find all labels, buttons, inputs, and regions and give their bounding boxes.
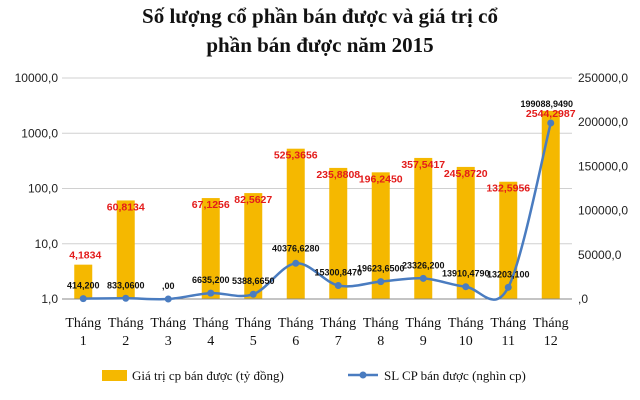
x-tick-number: 11: [502, 334, 515, 349]
line-point: [462, 283, 470, 291]
line-point: [79, 295, 87, 303]
x-tick-label: Tháng: [363, 316, 399, 331]
x-tick-number: 12: [544, 334, 558, 349]
line-data-label: 19623,6500: [357, 264, 405, 274]
x-tick-label: Tháng: [320, 316, 356, 331]
line-data-label: 414,200: [67, 281, 100, 291]
line-data-label: 6635,200: [192, 275, 230, 285]
bar-data-label: 82,5627: [234, 194, 272, 206]
x-tick-number: 6: [292, 334, 299, 349]
right-tick-label: 250000,0: [578, 71, 628, 85]
line-point: [504, 283, 512, 291]
line-series: [79, 119, 555, 303]
bar: [74, 264, 93, 299]
chart-title: Số lượng cổ phần bán được và giá trị cổ …: [0, 2, 640, 60]
line-data-label: 199088,9490: [520, 99, 573, 109]
x-tick-number: 2: [122, 334, 129, 349]
bar: [499, 181, 518, 299]
x-tick-number: 7: [335, 334, 342, 349]
left-tick-label: 10,0: [35, 237, 59, 251]
left-tick-label: 1,0: [41, 292, 58, 306]
right-tick-label: ,0: [578, 292, 588, 306]
x-axis-ticks: Tháng 1 Tháng 2 Tháng 3 Tháng 4 Tháng 5 Tháng 6 Thán…: [65, 316, 568, 349]
line-point: [249, 290, 257, 298]
x-tick-number: 1: [80, 334, 87, 349]
legend-bar-label: Giá trị cp bán được (tỷ đồng): [132, 368, 284, 383]
line-data-label: ,00: [162, 281, 175, 291]
right-axis-ticks: ,0 50000,0 100000,0 150000,0 200000,0 250000,…: [578, 71, 628, 306]
line-point: [207, 289, 215, 297]
line-data-label: 23326,200: [402, 260, 445, 270]
bar: [371, 172, 390, 299]
line-point: [377, 278, 385, 286]
line-data-labels: 414,200 833,0600 ,00 6635,200 5388,6650 40376…: [67, 99, 573, 291]
line-data-label: 5388,6650: [232, 276, 275, 286]
x-tick-number: 8: [377, 334, 384, 349]
bar-data-label: 60,8134: [107, 201, 145, 213]
x-tick-label: Tháng: [448, 316, 484, 331]
line-point: [292, 259, 300, 267]
bar: [541, 110, 560, 299]
bar: [116, 200, 135, 299]
x-tick-label: Tháng: [533, 316, 569, 331]
bar-data-label: 132,5956: [486, 183, 530, 195]
line-data-label: 40376,6280: [272, 243, 320, 253]
bar-data-label: 4,1834: [69, 250, 101, 262]
bar-data-label: 235,8808: [316, 169, 360, 181]
x-tick-number: 9: [420, 334, 427, 349]
bar-data-label: 67,1256: [192, 199, 230, 211]
right-tick-label: 200000,0: [578, 115, 628, 129]
line-data-label: 13910,4790: [442, 269, 490, 279]
chart-title-line-1: Số lượng cổ phần bán được và giá trị cổ: [142, 4, 498, 28]
line-point: [164, 295, 172, 303]
x-tick-number: 3: [165, 334, 172, 349]
legend-line-label: SL CP bán được (nghìn cp): [384, 368, 526, 383]
x-tick-number: 5: [250, 334, 257, 349]
bar: [286, 148, 305, 299]
chart-title-line-2: phần bán được năm 2015: [206, 33, 434, 57]
x-tick-label: Tháng: [278, 316, 314, 331]
legend-bar-swatch: [102, 370, 127, 381]
x-tick-label: Tháng: [108, 316, 144, 331]
bar: [329, 167, 348, 299]
legend-line-marker: [359, 371, 367, 379]
line-point: [419, 274, 427, 282]
right-tick-label: 50000,0: [578, 248, 622, 262]
left-tick-label: 10000,0: [15, 71, 59, 85]
x-tick-label: Tháng: [235, 316, 271, 331]
bar-data-label: 525,3656: [274, 150, 318, 162]
line-data-label: 15300,8470: [314, 267, 362, 277]
gridlines: [62, 77, 572, 245]
bar: [414, 157, 433, 299]
bar-data-label: 357,5417: [401, 159, 445, 171]
line-point: [334, 281, 342, 289]
right-tick-label: 150000,0: [578, 159, 628, 173]
bar: [201, 198, 220, 299]
bar-data-labels: 4,1834 60,8134 67,1256 82,5627 525,3656 235,8…: [69, 108, 576, 262]
right-tick-label: 100000,0: [578, 204, 628, 218]
bar-data-label: 2544,2987: [526, 108, 576, 120]
x-tick-number: 4: [207, 334, 214, 349]
left-tick-label: 1000,0: [21, 126, 58, 140]
left-axis-ticks: 1,0 10,0 100,0 1000,0 10000,0: [15, 71, 59, 306]
line-point: [122, 294, 130, 302]
x-tick-label: Tháng: [193, 316, 229, 331]
bar: [456, 166, 475, 299]
line-data-label: 13203,100: [487, 269, 530, 279]
bar: [244, 193, 263, 299]
x-tick-label: Tháng: [490, 316, 526, 331]
legend: Giá trị cp bán được (tỷ đồng) SL CP bán …: [102, 368, 526, 383]
x-tick-label: Tháng: [405, 316, 441, 331]
left-tick-label: 100,0: [28, 182, 58, 196]
x-tick-number: 10: [459, 334, 473, 349]
line-data-label: 833,0600: [107, 280, 145, 290]
line-point: [547, 119, 555, 127]
bar-series: [74, 110, 560, 299]
x-tick-label: Tháng: [150, 316, 186, 331]
bar-data-label: 196,2450: [359, 173, 403, 185]
x-tick-label: Tháng: [65, 316, 101, 331]
bar-data-label: 245,8720: [444, 168, 488, 180]
